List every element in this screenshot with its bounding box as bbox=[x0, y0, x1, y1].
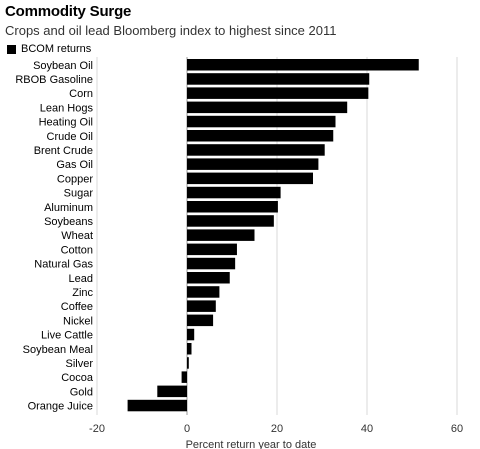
category-label: Gold bbox=[70, 386, 93, 398]
category-label: Orange Juice bbox=[28, 401, 93, 413]
category-label: Cocoa bbox=[61, 372, 94, 384]
category-label: RBOB Gasoline bbox=[15, 74, 93, 86]
category-label: Nickel bbox=[63, 315, 93, 327]
bar-soybean-oil bbox=[187, 59, 419, 71]
bar-soybeans bbox=[187, 215, 274, 227]
bar-nickel bbox=[187, 314, 214, 327]
bar-copper bbox=[187, 172, 313, 185]
x-tick-label: -20 bbox=[89, 423, 105, 435]
category-label: Silver bbox=[65, 358, 93, 370]
bar-gold bbox=[157, 385, 187, 398]
bar-corn bbox=[187, 87, 369, 99]
bar-sugar bbox=[187, 186, 281, 199]
category-label: Zinc bbox=[72, 287, 93, 299]
category-label: Crude Oil bbox=[47, 131, 93, 143]
legend: BCOM returns bbox=[7, 43, 91, 55]
bar-silver bbox=[187, 357, 189, 369]
category-label: Cotton bbox=[61, 244, 93, 256]
category-label: Natural Gas bbox=[34, 259, 93, 271]
bar-crude-oil bbox=[187, 130, 334, 142]
bar-gas-oil bbox=[187, 158, 319, 170]
category-label: Wheat bbox=[61, 230, 93, 242]
bar-natural-gas bbox=[187, 257, 236, 270]
x-axis-title: Percent return year to date bbox=[186, 439, 317, 449]
bar-orange-juice bbox=[127, 399, 187, 412]
bar-soybean-meal bbox=[187, 343, 192, 355]
chart-subtitle: Crops and oil lead Bloomberg index to hi… bbox=[5, 23, 337, 38]
bar-coffee bbox=[187, 300, 216, 312]
category-label: Brent Crude bbox=[34, 145, 93, 157]
category-label: Sugar bbox=[64, 188, 94, 200]
bar-heating-oil bbox=[187, 115, 336, 128]
bar-cotton bbox=[187, 243, 237, 256]
bar-lead bbox=[187, 272, 230, 284]
x-axis-ticks: -20 0 20 40 60 bbox=[89, 423, 463, 435]
bar-wheat bbox=[187, 229, 255, 241]
bar-zinc bbox=[187, 286, 220, 298]
category-labels: Soybean Oil RBOB Gasoline Corn Lean Hogs Hea… bbox=[15, 60, 94, 413]
chart-title: Commodity Surge bbox=[5, 3, 132, 20]
category-label: Live Cattle bbox=[41, 330, 93, 342]
x-tick-label: 40 bbox=[361, 423, 373, 435]
category-label: Coffee bbox=[61, 301, 93, 313]
category-label: Corn bbox=[69, 88, 93, 100]
legend-swatch bbox=[7, 44, 16, 54]
x-tick-label: 20 bbox=[271, 423, 283, 435]
category-label: Aluminum bbox=[44, 202, 93, 214]
category-label: Soybeans bbox=[44, 216, 93, 228]
category-label: Lead bbox=[69, 273, 93, 285]
x-tick-label: 0 bbox=[184, 423, 190, 435]
bar-rbob-gasoline bbox=[187, 73, 370, 85]
category-label: Soybean Meal bbox=[23, 344, 93, 356]
category-label: Soybean Oil bbox=[33, 60, 93, 72]
bars-layer bbox=[127, 59, 419, 412]
category-label: Copper bbox=[57, 173, 93, 185]
x-tick-label: 60 bbox=[451, 423, 463, 435]
bar-lean-hogs bbox=[187, 101, 348, 114]
bar-brent-crude bbox=[187, 144, 325, 156]
legend-label: BCOM returns bbox=[21, 43, 92, 55]
bar-cocoa bbox=[181, 371, 187, 383]
category-label: Heating Oil bbox=[39, 117, 93, 129]
category-label: Lean Hogs bbox=[40, 102, 94, 114]
bar-live-cattle bbox=[187, 328, 195, 341]
category-label: Gas Oil bbox=[56, 159, 93, 171]
bar-aluminum bbox=[187, 201, 278, 213]
